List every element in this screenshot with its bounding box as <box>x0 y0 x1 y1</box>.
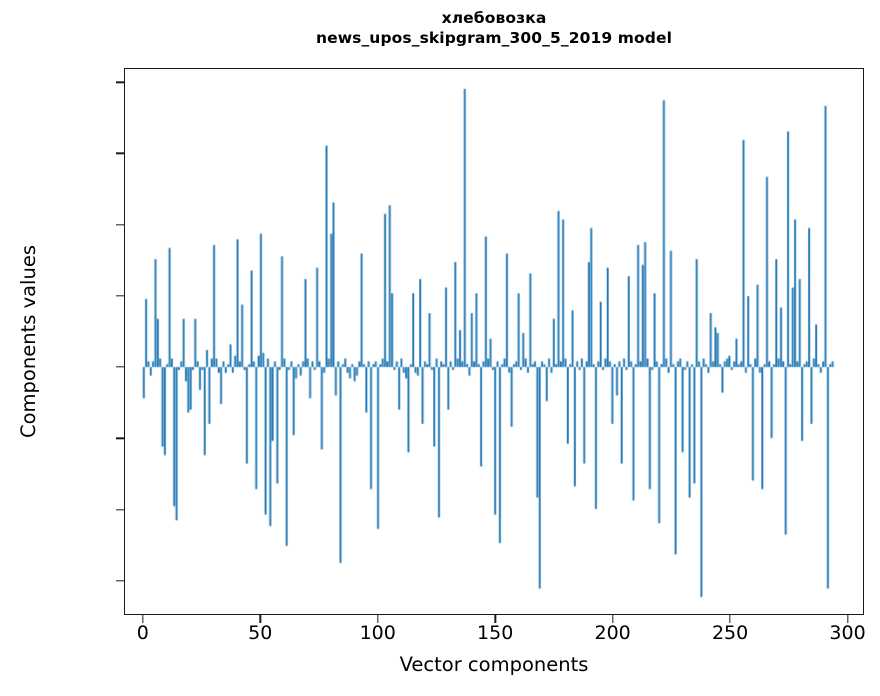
y-tick-mark <box>116 295 124 297</box>
y-tick-mark <box>116 366 124 368</box>
x-tick-label: 50 <box>248 622 273 644</box>
y-tick-mark <box>116 508 124 511</box>
x-tick-mark <box>142 615 144 623</box>
x-tick-mark <box>611 615 614 623</box>
x-tick-label: 100 <box>359 622 396 644</box>
chart-title-word: хлебовозка <box>441 9 547 27</box>
x-tick-label: 200 <box>594 622 631 644</box>
chart-title: хлебовозка news_upos_skipgram_300_5_2019… <box>124 8 864 48</box>
y-tick-mark <box>116 580 124 582</box>
x-tick-label: 150 <box>477 622 514 644</box>
plot-area <box>124 68 864 615</box>
x-tick-mark <box>494 615 496 623</box>
chart-title-model: news_upos_skipgram_300_5_2019 model <box>315 29 673 48</box>
x-tick-label: 0 <box>136 622 149 644</box>
y-tick-mark <box>116 224 124 226</box>
x-tick-mark <box>846 615 849 623</box>
x-axis-label: Vector components <box>399 653 589 676</box>
y-tick-mark <box>116 437 124 440</box>
x-tick-mark <box>729 615 731 623</box>
x-tick-label: 250 <box>711 622 749 644</box>
x-tick-label: 300 <box>829 622 866 644</box>
bar-series-canvas <box>125 69 863 614</box>
y-tick-mark <box>116 81 124 83</box>
y-tick-mark <box>116 152 124 155</box>
y-axis-label: Components values <box>17 245 40 438</box>
x-tick-mark <box>259 615 261 623</box>
x-tick-mark <box>377 615 379 623</box>
